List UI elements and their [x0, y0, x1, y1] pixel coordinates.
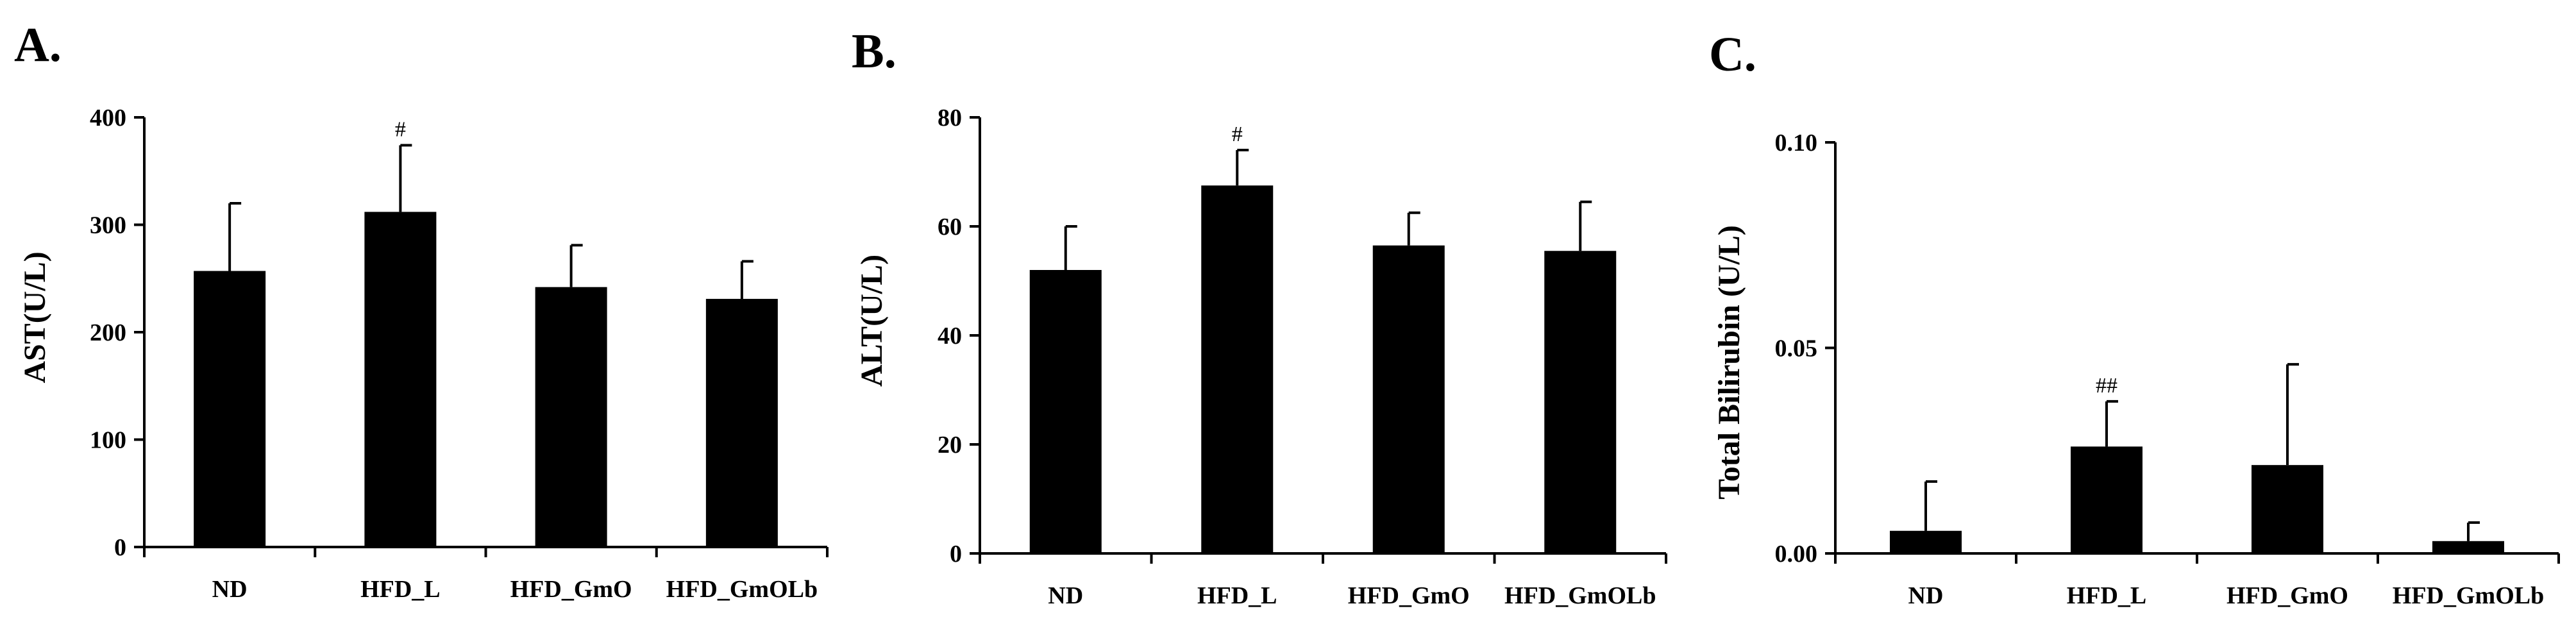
y-tick-label: 60 — [938, 214, 962, 240]
panel-a: A. AST(U/L) 0 100 200 300 400 ND # HFD_L HFD_GmO… — [14, 18, 829, 603]
y-tick-label: 0.10 — [1775, 130, 1818, 156]
y-tick-label: 0 — [114, 534, 126, 561]
significance-mark: # — [395, 118, 406, 142]
x-tick-label: ND — [1048, 582, 1083, 609]
x-tick-label: ND — [1908, 582, 1944, 609]
panel-label: B. — [852, 24, 897, 78]
bar-hfd-gmo — [535, 287, 607, 547]
x-tick-label: HFD_L — [1197, 582, 1277, 609]
bar-hfd-gmolb — [1544, 251, 1617, 553]
y-tick-label: 20 — [938, 432, 962, 459]
bar-nd — [194, 271, 266, 547]
y-tick-label: 100 — [90, 427, 126, 454]
x-tick-label: HFD_GmOLb — [666, 576, 818, 603]
y-axis-label: Total Bilirubin (U/L) — [1712, 225, 1746, 500]
x-tick-label: HFD_L — [360, 576, 441, 603]
x-tick-label: HFD_GmO — [1348, 582, 1470, 609]
bar-hfd-l — [364, 212, 437, 547]
bar-hfd-gmolb — [705, 299, 778, 547]
bar-hfd-l — [1201, 185, 1274, 553]
x-tick-label: HFD_GmOLb — [1504, 582, 1656, 609]
significance-mark: ## — [2096, 374, 2117, 398]
y-tick-label: 40 — [938, 323, 962, 349]
bar-nd — [1890, 530, 1962, 553]
panel-a-marks: 0 100 200 300 400 ND # HFD_L HFD_GmO HFD_GmOLb — [90, 105, 829, 603]
panel-b-marks: 0 20 40 60 80 ND # HFD_L HFD_GmO HFD_GmOLb — [938, 105, 1667, 609]
bar-nd — [1029, 270, 1102, 553]
y-tick-label: 300 — [90, 212, 126, 239]
bar-hfd-gmo — [1372, 245, 1445, 553]
y-tick-label: 0 — [950, 541, 962, 568]
bar-hfd-gmolb — [2432, 541, 2504, 553]
bar-hfd-l — [2071, 446, 2142, 553]
y-tick-label: 80 — [938, 105, 962, 131]
y-tick-label: 400 — [90, 105, 126, 131]
significance-mark: # — [1232, 122, 1243, 146]
x-tick-label: ND — [212, 576, 248, 603]
y-axis-label: ALT(U/L) — [855, 255, 889, 387]
panel-c: C. Total Bilirubin (U/L) 0.00 0.05 0.10 ND #… — [1709, 28, 2560, 609]
y-tick-label: 200 — [90, 319, 126, 346]
x-tick-label: HFD_GmO — [510, 576, 632, 603]
y-tick-label: 0.00 — [1775, 541, 1818, 568]
y-tick-label: 0.05 — [1775, 335, 1818, 362]
panel-label: C. — [1709, 28, 1756, 81]
panel-b: B. ALT(U/L) 0 20 40 60 80 ND # HFD_L HFD_GmO HFD_… — [852, 24, 1667, 609]
bar-hfd-gmo — [2252, 465, 2323, 553]
panel-label: A. — [14, 18, 62, 72]
x-tick-label: HFD_GmOLb — [2393, 582, 2544, 609]
panel-c-marks: 0.00 0.05 0.10 ND ## HFD_L HFD_GmO HFD_GmOLb — [1775, 130, 2560, 609]
y-axis-label: AST(U/L) — [18, 251, 52, 383]
x-tick-label: HFD_L — [2067, 582, 2147, 609]
x-tick-label: HFD_GmO — [2227, 582, 2348, 609]
